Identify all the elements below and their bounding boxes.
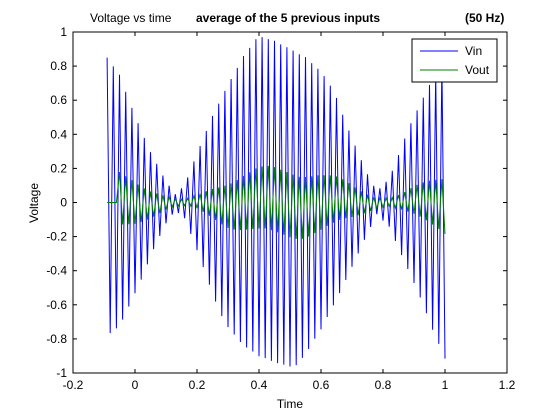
y-tick-label: 0.6 — [50, 93, 67, 107]
x-axis: -0.2 0 0.2 0.4 0.6 0.8 1 1.2 — [63, 32, 516, 392]
y-tick-label: -0.4 — [46, 264, 67, 278]
series-layer — [106, 37, 446, 367]
x-tick-label: -0.2 — [63, 378, 84, 392]
y-tick-label: -0.8 — [46, 332, 67, 346]
x-tick-label: 0.4 — [251, 378, 268, 392]
y-tick-label: -0.2 — [46, 230, 67, 244]
y-tick-label: -1 — [56, 366, 67, 380]
y-tick-label: 0.8 — [50, 59, 67, 73]
title-frequency: (50 Hz) — [465, 11, 504, 25]
legend-label-vin: Vin — [465, 44, 482, 58]
y-axis: -1 -0.8 -0.6 -0.4 -0.2 0 0.2 0.4 0.6 0.8 1 — [46, 25, 507, 380]
legend-label-vout: Vout — [465, 63, 490, 77]
title-average-description: average of the 5 previous inputs — [196, 11, 380, 25]
y-axis-label: Voltage — [27, 183, 41, 223]
chart-title: Voltage vs time average of the 5 previou… — [90, 11, 504, 25]
y-tick-label: -0.6 — [46, 298, 67, 312]
series-line-vout — [107, 165, 446, 239]
x-tick-label: 0.6 — [313, 378, 330, 392]
y-tick-label: 0.4 — [50, 127, 67, 141]
legend: Vin Vout — [411, 38, 498, 83]
x-tick-label: 0.2 — [189, 378, 206, 392]
y-tick-label: 0 — [60, 196, 67, 210]
x-tick-label: 1 — [442, 378, 449, 392]
y-tick-label: 0.2 — [50, 161, 67, 175]
y-tick-label: 1 — [60, 25, 67, 39]
x-tick-label: 0 — [132, 378, 139, 392]
legend-box — [411, 38, 498, 83]
x-axis-label: Time — [277, 397, 304, 411]
title-voltage-vs-time: Voltage vs time — [90, 11, 172, 25]
x-tick-label: 0.8 — [375, 378, 392, 392]
x-tick-label: 1.2 — [499, 378, 516, 392]
